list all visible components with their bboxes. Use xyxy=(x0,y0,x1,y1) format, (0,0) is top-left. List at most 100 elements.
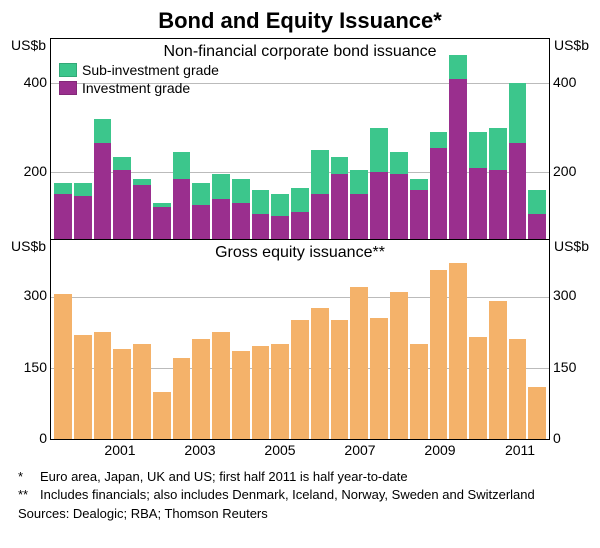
bar-slot xyxy=(112,240,132,440)
bar-slot xyxy=(369,39,389,239)
bar-slot xyxy=(488,39,508,239)
bar-slot xyxy=(349,39,369,239)
bar-subinvestment xyxy=(528,190,546,214)
legend-label: Investment grade xyxy=(82,79,190,97)
chart-title: Bond and Equity Issuance* xyxy=(10,8,590,34)
bar-investment xyxy=(271,216,289,238)
bar-investment xyxy=(311,194,329,238)
bar-equity xyxy=(113,349,131,439)
bar-slot xyxy=(330,39,350,239)
bar-investment xyxy=(232,203,250,238)
bar-investment xyxy=(212,199,230,239)
bar-subinvestment xyxy=(54,183,72,194)
bar-equity xyxy=(192,339,210,439)
ytick-label: 300 xyxy=(11,287,51,303)
bar-equity xyxy=(331,320,349,439)
bar-slot xyxy=(231,39,251,239)
bar-slot xyxy=(132,240,152,440)
bar-subinvestment xyxy=(331,157,349,175)
bar-investment xyxy=(94,143,112,238)
bar-equity xyxy=(528,387,546,439)
bar-subinvestment xyxy=(212,174,230,198)
bar-slot xyxy=(310,240,330,440)
bar-investment xyxy=(430,148,448,239)
ytick-label: 0 xyxy=(549,430,589,446)
bar-subinvestment xyxy=(430,132,448,148)
bar-slot xyxy=(330,240,350,440)
bar-equity xyxy=(232,351,250,439)
bar-slot xyxy=(231,240,251,440)
bar-subinvestment xyxy=(252,190,270,214)
bar-equity xyxy=(449,263,467,439)
bar-subinvestment xyxy=(390,152,408,174)
bar-equity xyxy=(410,344,428,439)
bar-subinvestment xyxy=(173,152,191,179)
panel-wrap: Non-financial corporate bond issuance US… xyxy=(50,38,550,440)
bar-subinvestment xyxy=(410,179,428,190)
legend-swatch xyxy=(59,81,77,95)
x-tick-label: 2007 xyxy=(344,442,375,458)
bar-equity xyxy=(350,287,368,439)
ytick-label: 400 xyxy=(11,74,51,90)
bar-subinvestment xyxy=(509,83,527,143)
bar-investment xyxy=(469,168,487,239)
bar-equity xyxy=(271,344,289,439)
bar-investment xyxy=(252,214,270,238)
bar-equity xyxy=(173,358,191,439)
bar-subinvestment xyxy=(94,119,112,143)
bar-investment xyxy=(173,179,191,239)
bar-subinvestment xyxy=(311,150,329,194)
bar-investment xyxy=(113,170,131,239)
bar-investment xyxy=(133,185,151,238)
bar-subinvestment xyxy=(370,128,388,172)
bar-investment xyxy=(509,143,527,238)
ytick-label: 150 xyxy=(11,359,51,375)
bar-subinvestment xyxy=(489,128,507,170)
bar-subinvestment xyxy=(232,179,250,203)
bar-slot xyxy=(468,39,488,239)
ytick-label: 200 xyxy=(549,163,589,179)
bar-slot xyxy=(389,39,409,239)
ytick-label: 300 xyxy=(549,287,589,303)
bar-slot xyxy=(290,240,310,440)
bar-subinvestment xyxy=(74,183,92,196)
legend: Sub-investment gradeInvestment grade xyxy=(59,61,219,97)
ytick-label: 150 xyxy=(549,359,589,375)
x-tick-label: 2011 xyxy=(505,442,535,458)
bar-investment xyxy=(449,79,467,239)
x-axis: 200120032005200720092011 xyxy=(50,440,550,462)
bar-investment xyxy=(54,194,72,238)
bar-slot xyxy=(429,240,449,440)
bar-equity xyxy=(74,335,92,440)
footnote-2: ** Includes financials; also includes De… xyxy=(18,486,582,504)
bar-slot xyxy=(389,240,409,440)
x-tick-label: 2009 xyxy=(424,442,455,458)
panel-bond-subtitle: Non-financial corporate bond issuance xyxy=(51,43,549,61)
bar-slot xyxy=(270,39,290,239)
bar-investment xyxy=(390,174,408,238)
bar-slot xyxy=(73,240,93,440)
bar-slot xyxy=(349,240,369,440)
bar-equity xyxy=(94,332,112,439)
bar-equity xyxy=(390,292,408,439)
bar-subinvestment xyxy=(113,157,131,170)
legend-swatch xyxy=(59,63,77,77)
ytick-label: 400 xyxy=(549,74,589,90)
panel-equity-subtitle: Gross equity issuance** xyxy=(51,244,549,262)
bar-slot xyxy=(251,240,271,440)
bar-slot xyxy=(369,240,389,440)
sources: Sources: Dealogic; RBA; Thomson Reuters xyxy=(18,505,582,523)
bar-investment xyxy=(331,174,349,238)
bar-slot xyxy=(251,39,271,239)
bar-subinvestment xyxy=(133,179,151,186)
bar-slot xyxy=(270,240,290,440)
bar-slot xyxy=(508,240,528,440)
bar-equity xyxy=(133,344,151,439)
bar-equity xyxy=(489,301,507,439)
bar-investment xyxy=(370,172,388,238)
bar-investment xyxy=(489,170,507,239)
y-unit-left-bottom: US$b xyxy=(11,238,46,254)
bar-slot xyxy=(488,240,508,440)
panel-bond: Non-financial corporate bond issuance US… xyxy=(51,39,549,240)
bar-slot xyxy=(508,39,528,239)
